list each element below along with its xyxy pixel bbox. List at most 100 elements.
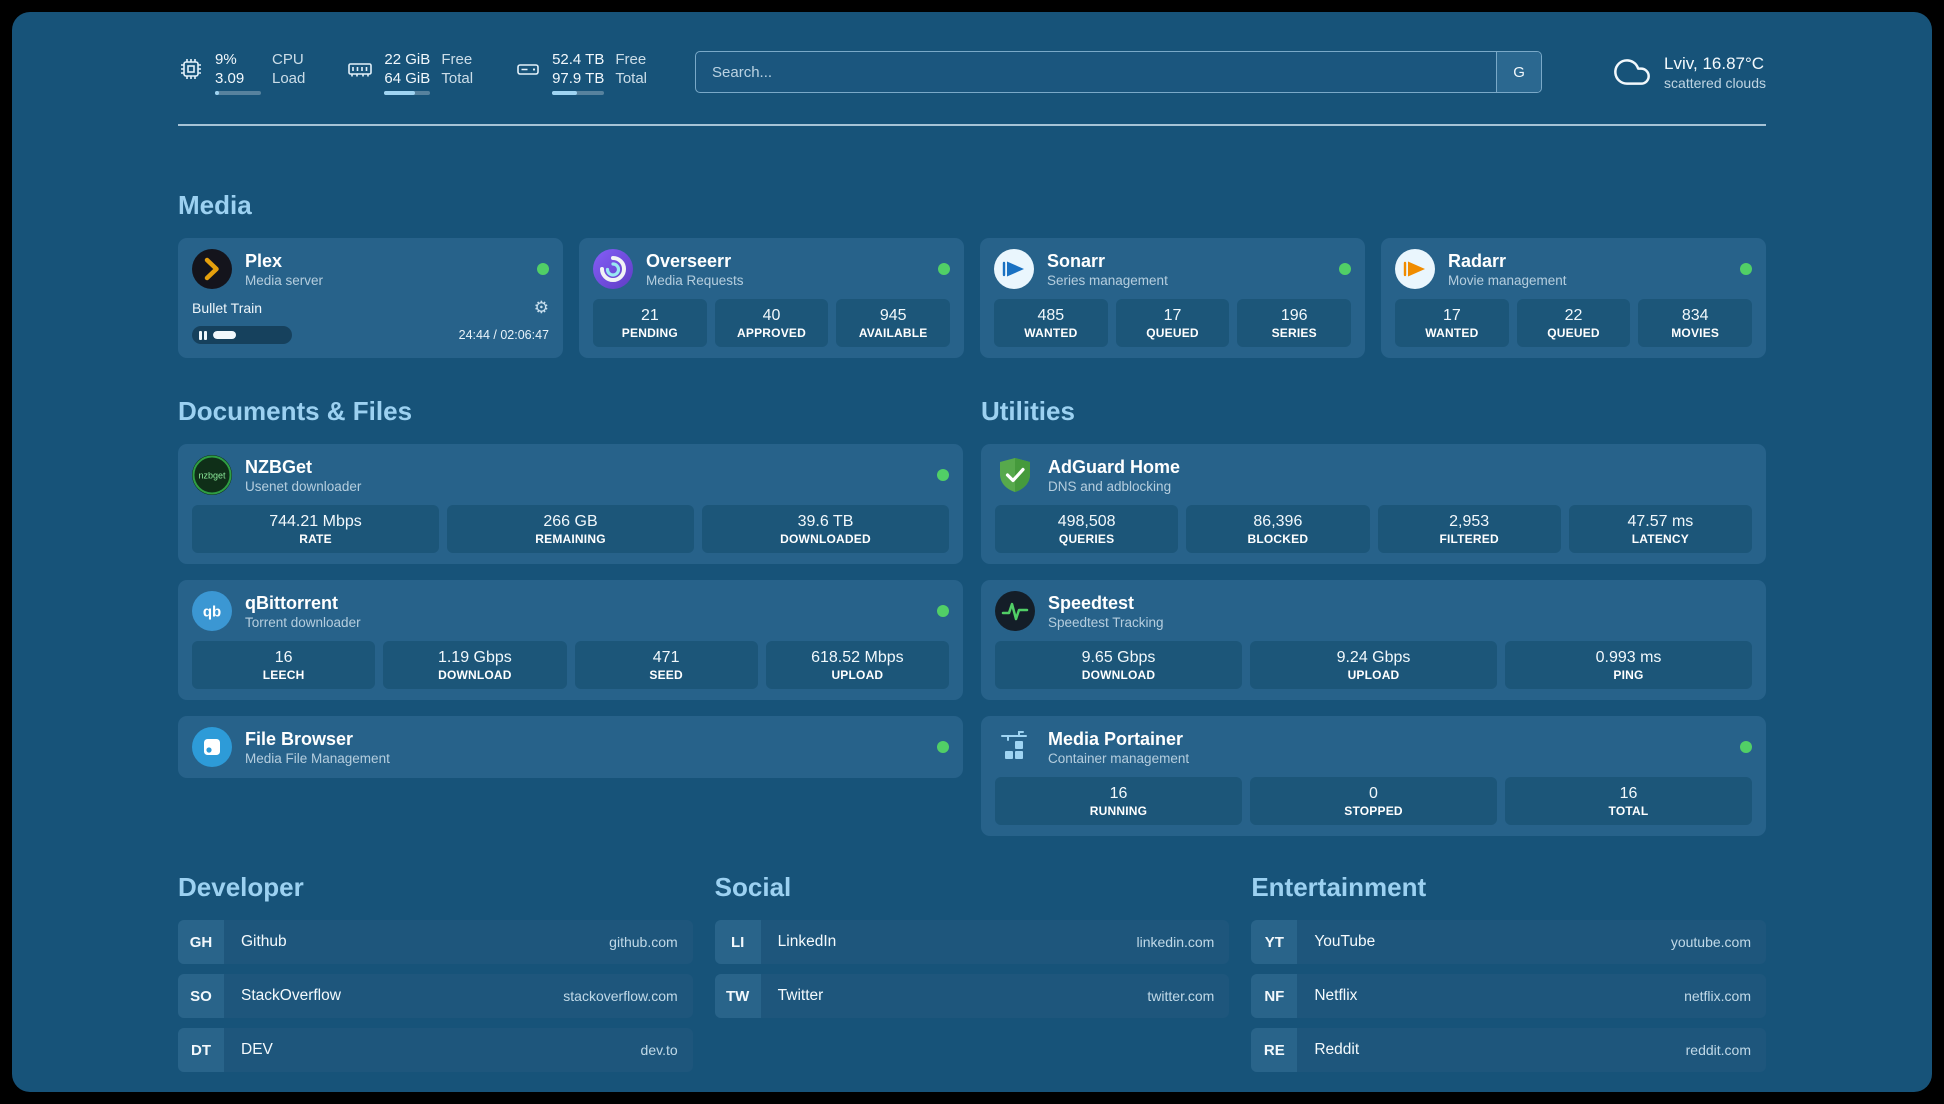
stat-value: 17: [1163, 307, 1182, 324]
social-section-title: Social: [714, 872, 792, 902]
stat-movies: 834 MOVIES: [1638, 299, 1753, 347]
media-section-title: Media: [178, 190, 252, 220]
link-twitter[interactable]: TW Twitter twitter.com: [714, 974, 1230, 1018]
cpu-bar-fill: [215, 90, 220, 95]
stat-value: 945: [879, 307, 907, 324]
link-netflix[interactable]: NF Netflix netflix.com: [1251, 974, 1766, 1018]
disk-bar-fill: [552, 90, 577, 95]
link-url: twitter.com: [1147, 988, 1215, 1004]
github-icon: GH: [178, 920, 224, 964]
disk-total-label: Total: [615, 69, 648, 87]
stat-label: SEED: [649, 668, 683, 682]
stat-value: 40: [762, 307, 781, 324]
disk-free-value: 52.4 TB: [552, 50, 605, 68]
link-reddit[interactable]: RE Reddit reddit.com: [1251, 1028, 1766, 1072]
app-name: AdGuard Home: [1048, 456, 1181, 477]
stat-label: WANTED: [1024, 326, 1078, 340]
speedtest-icon: [995, 591, 1035, 631]
app-portainer[interactable]: Media Portainer Container management: [995, 727, 1752, 767]
pause-icon[interactable]: [199, 330, 207, 340]
sonarr-stats: 485 WANTED 17 QUEUED 196 SERIES: [994, 299, 1352, 347]
seek-track: [212, 331, 286, 339]
stat-value: 196: [1280, 307, 1308, 324]
youtube-icon: YT: [1251, 920, 1298, 964]
app-qbittorrent[interactable]: qb qBittorrent Torrent downloader: [192, 591, 949, 631]
disk-stat: 52.4 TB 97.9 TB Free Total: [515, 50, 647, 95]
stat-value: 0.993 ms: [1595, 649, 1662, 666]
stat-label: RATE: [299, 532, 332, 546]
nzbget-stats: 744.21 Mbps RATE 266 GB REMAINING 39.6 T…: [192, 505, 949, 553]
link-name: Twitter: [777, 987, 824, 1004]
seek-bar[interactable]: [192, 326, 292, 344]
stat-label: BLOCKED: [1247, 532, 1309, 546]
status-dot: [937, 741, 949, 753]
utilities-stack: AdGuard Home DNS and adblocking 498,508 …: [981, 444, 1766, 836]
search-input[interactable]: [696, 52, 1497, 92]
app-card-portainer: Media Portainer Container management 16 …: [981, 716, 1766, 836]
stat-value: 16: [274, 649, 293, 666]
stat-blocked: 86,396 BLOCKED: [1186, 505, 1370, 553]
cloud-icon: [1614, 59, 1650, 85]
dashboard-window: 9% 3.09 CPU Load 22 GiB 64 GiB Free Tota…: [12, 12, 1932, 1092]
app-nzbget[interactable]: nzbget NZBGet Usenet downloader: [192, 455, 949, 495]
app-radarr[interactable]: Radarr Movie management: [1395, 249, 1752, 289]
playback-time: 24:44 / 02:06:47: [458, 328, 549, 342]
app-name: NZBGet: [245, 456, 312, 477]
portainer-titles: Media Portainer Container management: [1048, 728, 1189, 767]
disk-labels: Free Total: [615, 50, 647, 88]
app-plex[interactable]: Plex Media server: [192, 249, 549, 289]
app-name: File Browser: [245, 728, 354, 749]
link-name: Reddit: [1314, 1041, 1360, 1058]
app-name: Speedtest: [1048, 592, 1135, 613]
ram-icon: [348, 62, 373, 76]
cpu-load-value: 3.09: [215, 69, 245, 87]
ram-bar: [384, 90, 431, 95]
disk-values: 52.4 TB 97.9 TB: [552, 50, 605, 95]
link-github[interactable]: GH Github github.com: [178, 920, 693, 964]
utilities-section-title: Utilities: [981, 396, 1075, 426]
stat-label: UPLOAD: [831, 668, 884, 682]
cpu-percent: 9%: [215, 50, 237, 68]
app-overseerr[interactable]: Overseerr Media Requests: [593, 249, 950, 289]
link-youtube[interactable]: YT YouTube youtube.com: [1251, 920, 1766, 964]
stat-filtered: 2,953 FILTERED: [1377, 505, 1561, 553]
stat-label: SERIES: [1271, 326, 1317, 340]
status-dot: [937, 605, 949, 617]
app-subtitle: Movie management: [1448, 272, 1567, 288]
svg-text:qb: qb: [203, 604, 221, 621]
stat-label: QUEUED: [1547, 326, 1600, 340]
app-name: Overseerr: [646, 250, 732, 271]
stat-wanted: 17 WANTED: [1395, 299, 1509, 347]
stat-label: DOWNLOADED: [780, 532, 871, 546]
stat-value: 9.65 Gbps: [1081, 649, 1156, 666]
app-adguard[interactable]: AdGuard Home DNS and adblocking: [995, 455, 1752, 495]
documents-section-title: Documents & Files: [178, 396, 413, 426]
gear-icon[interactable]: ⚙: [533, 298, 549, 317]
link-name: StackOverflow: [241, 987, 341, 1004]
app-filebrowser[interactable]: File Browser Media File Management: [192, 727, 949, 767]
stat-label: AVAILABLE: [858, 326, 928, 340]
stat-latency: 47.57 ms LATENCY: [1568, 505, 1752, 553]
link-linkedin[interactable]: LI LinkedIn linkedin.com: [714, 920, 1230, 964]
search-engine-button[interactable]: G: [1496, 52, 1542, 92]
link-stackoverflow[interactable]: SO StackOverflow stackoverflow.com: [178, 974, 693, 1018]
link-name: Github: [241, 933, 287, 950]
stat-download: 1.19 Gbps DOWNLOAD: [383, 641, 567, 689]
ram-bar-fill: [384, 90, 415, 95]
middle-section: Documents & Files nzbget NZBGet Usenet d…: [178, 396, 1766, 836]
stat-value: 22: [1564, 307, 1583, 324]
nzbget-titles: NZBGet Usenet downloader: [245, 456, 361, 495]
weather-condition: scattered clouds: [1664, 74, 1766, 91]
social-column: Social LI LinkedIn linkedin.com TW Twitt…: [714, 872, 1230, 1072]
disk-icon: [517, 63, 539, 75]
stat-leech: 16 LEECH: [192, 641, 376, 689]
app-sonarr[interactable]: Sonarr Series management: [994, 249, 1351, 289]
developer-links: GH Github github.com SO StackOverflow st…: [178, 920, 693, 1072]
link-dev[interactable]: DT DEV dev.to: [178, 1028, 693, 1072]
app-subtitle: Media File Management: [245, 750, 390, 766]
app-card-adguard: AdGuard Home DNS and adblocking 498,508 …: [981, 444, 1766, 564]
overseerr-titles: Overseerr Media Requests: [646, 250, 744, 289]
now-playing-row: Bullet Train ⚙: [192, 298, 549, 318]
stat-queued: 22 QUEUED: [1516, 299, 1631, 347]
app-speedtest[interactable]: Speedtest Speedtest Tracking: [995, 591, 1752, 631]
